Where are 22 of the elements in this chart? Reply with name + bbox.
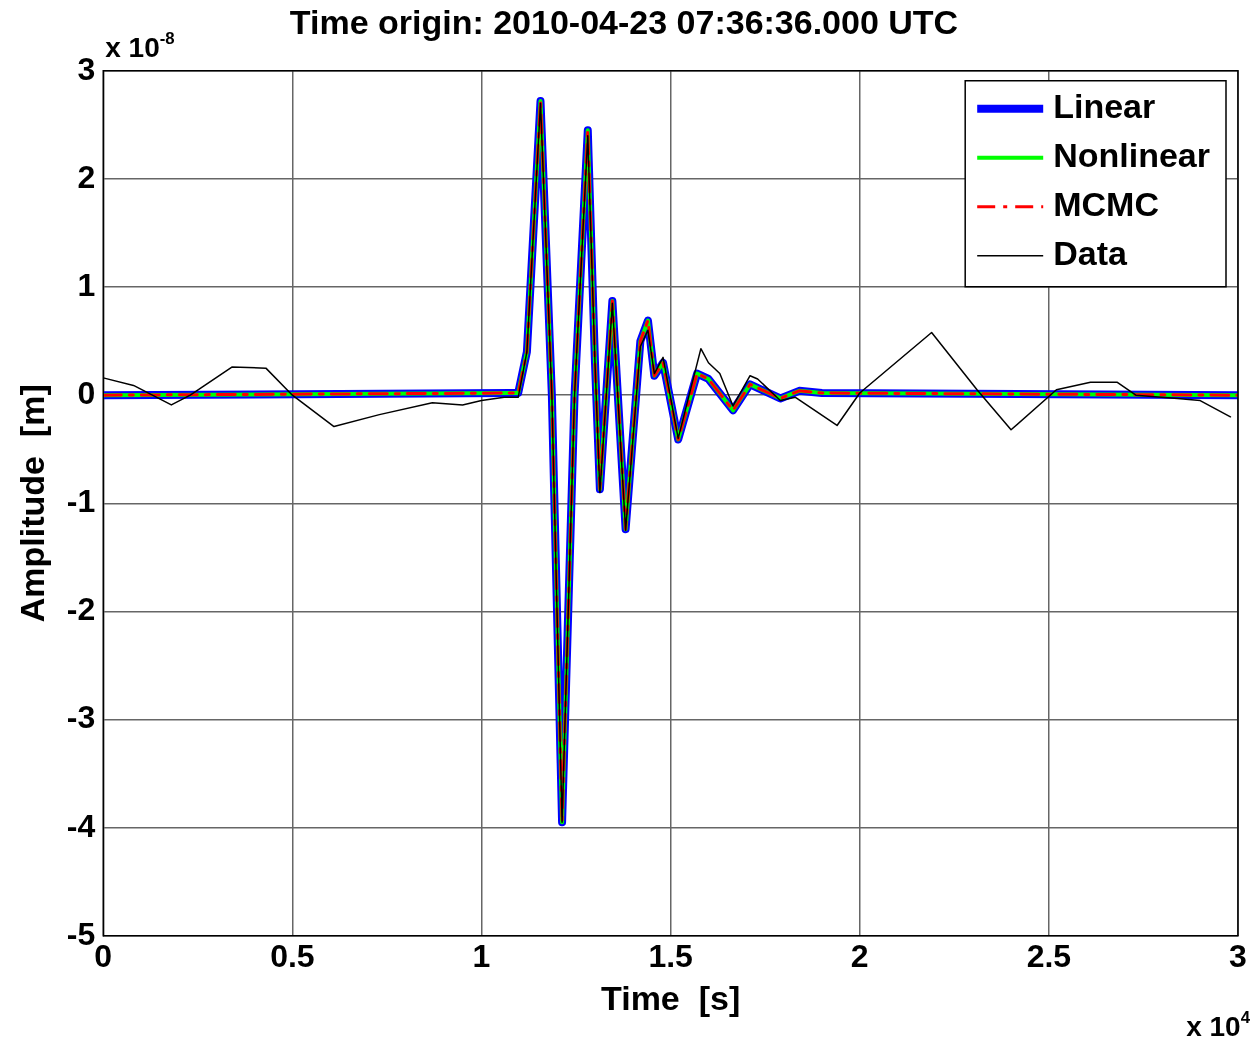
y-tick-label: 3 xyxy=(77,50,96,87)
chart-title: Time origin: 2010-04-23 07:36:36.000 UTC xyxy=(289,2,959,41)
y-tick-label: -4 xyxy=(66,807,96,844)
legend-label: Data xyxy=(1053,234,1128,273)
legend-label: Nonlinear xyxy=(1053,136,1211,175)
legend-label: Linear xyxy=(1053,87,1156,126)
y-tick-label: -2 xyxy=(66,591,96,628)
x-tick-label: 3 xyxy=(1229,937,1247,974)
y-tick-label: -3 xyxy=(66,699,96,736)
x-axis-title: Time [s] xyxy=(601,978,741,1017)
x-tick-label: 0.5 xyxy=(270,937,315,974)
y-tick-label: -1 xyxy=(66,483,96,520)
y-tick-label: 2 xyxy=(77,158,96,195)
x-tick-label: 2 xyxy=(850,937,869,974)
y-axis-title: Amplitude [m] xyxy=(12,384,51,623)
x-tick-label: 1.5 xyxy=(648,937,693,974)
legend-label: MCMC xyxy=(1053,185,1159,224)
y-tick-label: 1 xyxy=(77,266,96,303)
y-tick-label: 0 xyxy=(77,375,96,411)
x-tick-label: 1 xyxy=(472,937,491,974)
y-tick-label: -5 xyxy=(66,915,96,952)
x-tick-label: 2.5 xyxy=(1026,937,1072,974)
